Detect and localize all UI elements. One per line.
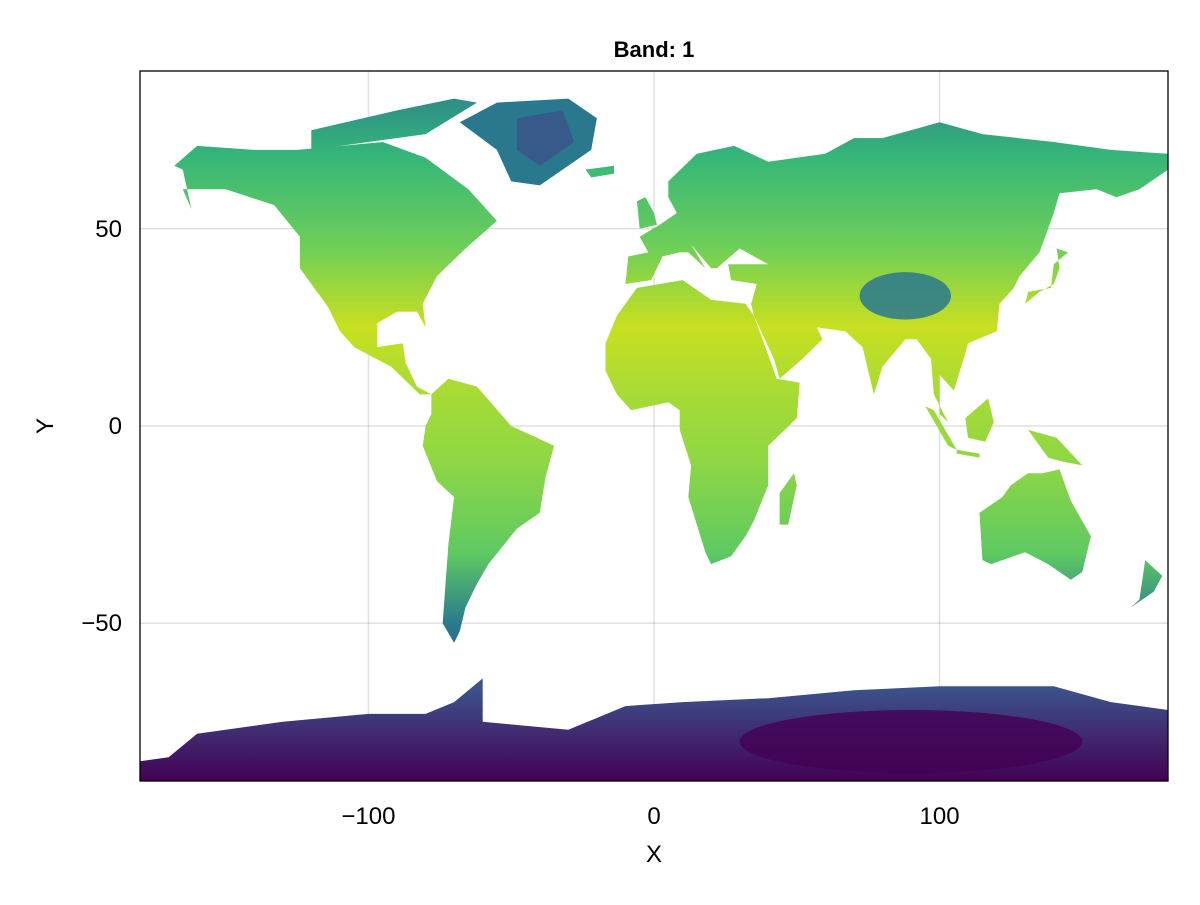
landmass-new-guinea <box>1028 429 1083 466</box>
greenland-ice-region <box>516 110 574 166</box>
landmass-madagascar <box>779 473 797 525</box>
landmass-south-america <box>422 378 555 643</box>
landmass-arctic-islands <box>311 98 477 150</box>
landmass-iceland <box>585 165 614 178</box>
tibet-region <box>859 272 951 320</box>
landmass-borneo <box>965 398 994 442</box>
x-tick-label: 100 <box>920 803 960 830</box>
landmass-africa <box>605 280 800 565</box>
x-tick-label: 0 <box>647 803 660 830</box>
landmass-java <box>956 449 980 458</box>
plot-frame <box>139 70 1169 782</box>
x-axis-label: X <box>646 841 662 868</box>
y-tick-label: −50 <box>81 610 122 637</box>
y-tick-label: 50 <box>95 216 122 243</box>
landmass-sumatra <box>925 406 957 450</box>
raster-image <box>140 98 1168 781</box>
axis-ticks: −100 0 100 50 0 −50 <box>81 216 959 830</box>
landmass-japan <box>1025 248 1069 304</box>
landmass-australia <box>979 469 1091 580</box>
y-axis-label: Y <box>32 418 59 434</box>
x-tick-label: −100 <box>341 803 395 830</box>
chart-title: Band: 1 <box>614 37 695 62</box>
landmass-eurasia <box>625 122 1168 423</box>
landmass-north-america <box>174 142 497 395</box>
landmass-britain <box>636 197 657 229</box>
east-antarctica-region <box>739 710 1083 774</box>
y-tick-label: 0 <box>109 413 122 440</box>
landmass-new-zealand <box>1130 560 1163 608</box>
